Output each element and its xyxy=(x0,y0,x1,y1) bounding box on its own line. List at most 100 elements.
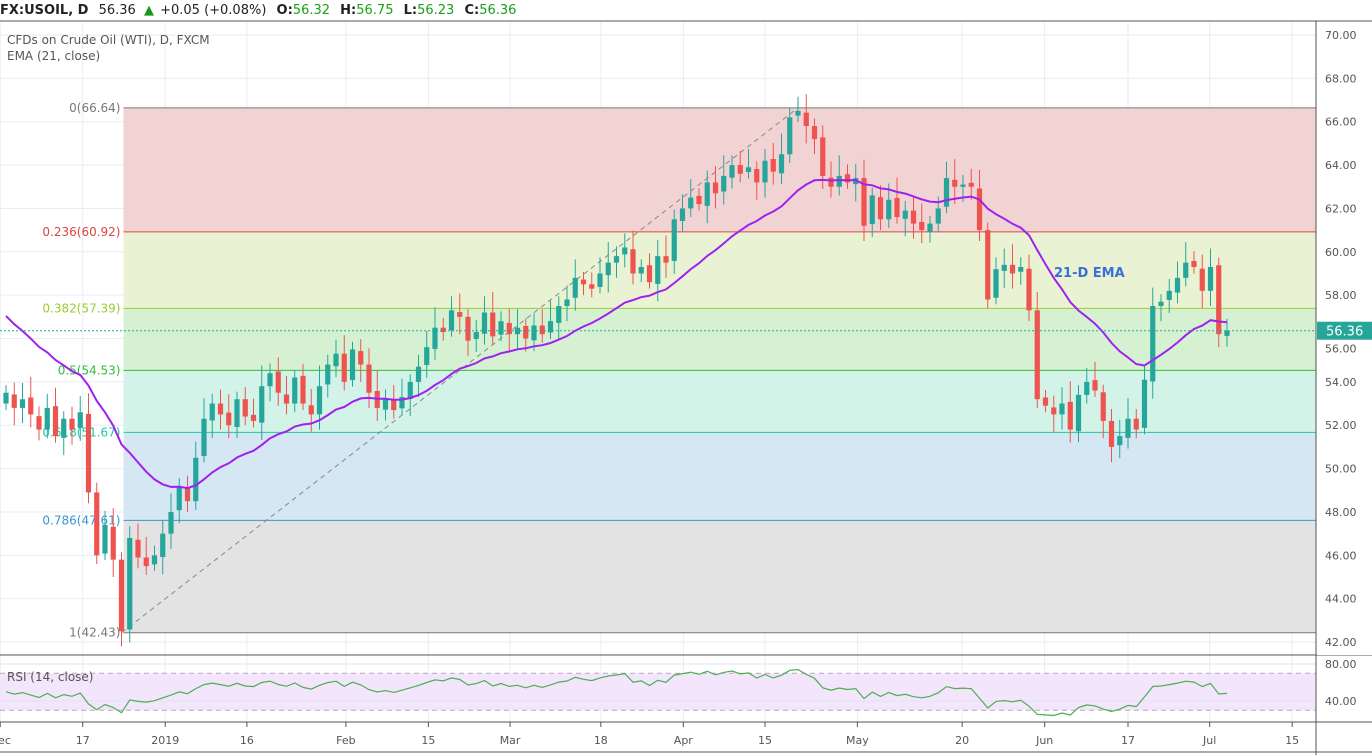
candle xyxy=(349,341,356,387)
candle-body xyxy=(844,174,851,183)
candle xyxy=(795,96,801,123)
rsi-legend[interactable]: RSI (14, close) xyxy=(7,670,93,684)
series-legend[interactable]: CFDs on Crude Oil (WTI), D, FXCM xyxy=(7,33,210,47)
candle-body xyxy=(209,403,215,421)
time-tick-label: Dec xyxy=(0,734,11,747)
candle xyxy=(671,209,677,274)
candle xyxy=(391,385,397,419)
candle-body xyxy=(358,351,364,365)
candle xyxy=(910,196,917,239)
time-tick-label: 16 xyxy=(240,734,254,747)
candle-body xyxy=(1216,265,1222,335)
price-tick-label: 66.00 xyxy=(1325,116,1357,129)
candle xyxy=(52,387,59,443)
candle-body xyxy=(910,210,917,224)
candle-body xyxy=(1199,268,1205,291)
candle xyxy=(646,253,653,289)
candle xyxy=(589,272,595,298)
candle-body xyxy=(745,167,752,173)
candle-body xyxy=(935,208,941,224)
candle xyxy=(358,339,364,382)
candle-body xyxy=(498,321,504,335)
candle xyxy=(432,307,438,360)
candle-body xyxy=(613,256,620,263)
candle xyxy=(135,523,141,569)
candle xyxy=(300,363,306,411)
candle-body xyxy=(151,555,158,565)
candle xyxy=(613,246,620,278)
candle xyxy=(168,493,174,549)
candle xyxy=(36,406,42,441)
candle-body xyxy=(300,375,306,404)
candle-body xyxy=(391,399,397,411)
candle-body xyxy=(1183,262,1189,278)
fib-trend-line[interactable] xyxy=(121,107,799,634)
candle-body xyxy=(217,403,224,415)
candle-body xyxy=(61,418,67,438)
price-tick-label: 64.00 xyxy=(1325,159,1357,172)
candle-body xyxy=(341,353,347,382)
candle xyxy=(465,309,471,356)
fib-zone xyxy=(123,308,1316,371)
ema-legend[interactable]: EMA (21, close) xyxy=(7,49,100,63)
candle-body xyxy=(1051,407,1057,415)
candle xyxy=(283,376,290,415)
candle xyxy=(118,552,125,647)
time-tick-label: May xyxy=(846,734,869,747)
candle-body xyxy=(902,210,908,219)
candle-body xyxy=(242,399,248,417)
last-price-tag xyxy=(1317,321,1372,340)
candle-body xyxy=(572,277,578,298)
high-label: H: xyxy=(340,3,356,18)
candle-body xyxy=(1067,401,1073,430)
candle-body xyxy=(473,332,479,339)
price-tick-label: 42.00 xyxy=(1325,636,1357,649)
candle xyxy=(151,545,158,571)
candle-body xyxy=(778,154,785,174)
candle xyxy=(1059,387,1065,430)
candle-body xyxy=(886,199,892,220)
fib-zone xyxy=(123,432,1316,521)
candle-body xyxy=(960,184,966,187)
close-label: C: xyxy=(464,3,479,18)
fib-retracement[interactable]: 0(66.64) 0.236(60.92) 0.382(57.39) 0.5(54.5… xyxy=(42,101,1316,640)
candle-body xyxy=(102,524,108,554)
candle-body xyxy=(415,366,422,382)
candle-body xyxy=(737,165,743,174)
candle xyxy=(976,170,983,241)
rsi-line xyxy=(5,668,1228,717)
candle xyxy=(688,179,694,218)
candle-body xyxy=(539,325,545,335)
change: +0.05 (+0.08%) xyxy=(160,3,266,18)
candle-body xyxy=(1042,397,1049,406)
candle xyxy=(1051,395,1057,432)
candle xyxy=(94,482,100,564)
fib-level-label: 0.786(47.61) xyxy=(42,513,120,527)
candle-body xyxy=(1174,277,1181,293)
candle xyxy=(531,313,537,352)
candle-body xyxy=(110,526,116,560)
candle xyxy=(1207,248,1214,306)
candle xyxy=(1100,384,1106,439)
candle xyxy=(1125,398,1131,449)
candle xyxy=(572,259,578,311)
candle xyxy=(1075,385,1082,443)
candle xyxy=(333,339,339,378)
candle-body xyxy=(927,223,933,232)
candle-body xyxy=(168,511,174,534)
candle-body xyxy=(985,230,991,300)
candle xyxy=(102,510,108,561)
candle-body xyxy=(630,249,636,274)
candle xyxy=(902,200,908,237)
fib-zone xyxy=(123,231,1316,309)
candle xyxy=(325,354,331,398)
candle-body xyxy=(259,386,265,423)
candle-body xyxy=(382,399,389,410)
candle xyxy=(1216,257,1222,348)
price-tick-label: 70.00 xyxy=(1325,29,1357,42)
fib-level-label: 0.5(54.53) xyxy=(58,363,121,377)
candle xyxy=(77,395,83,441)
time-axis[interactable]: Dec 17 2019 16 Feb 15 Mar 18 Apr 15 May 20 Jun 17 Jul 1… xyxy=(0,722,1299,747)
candle xyxy=(704,170,710,224)
